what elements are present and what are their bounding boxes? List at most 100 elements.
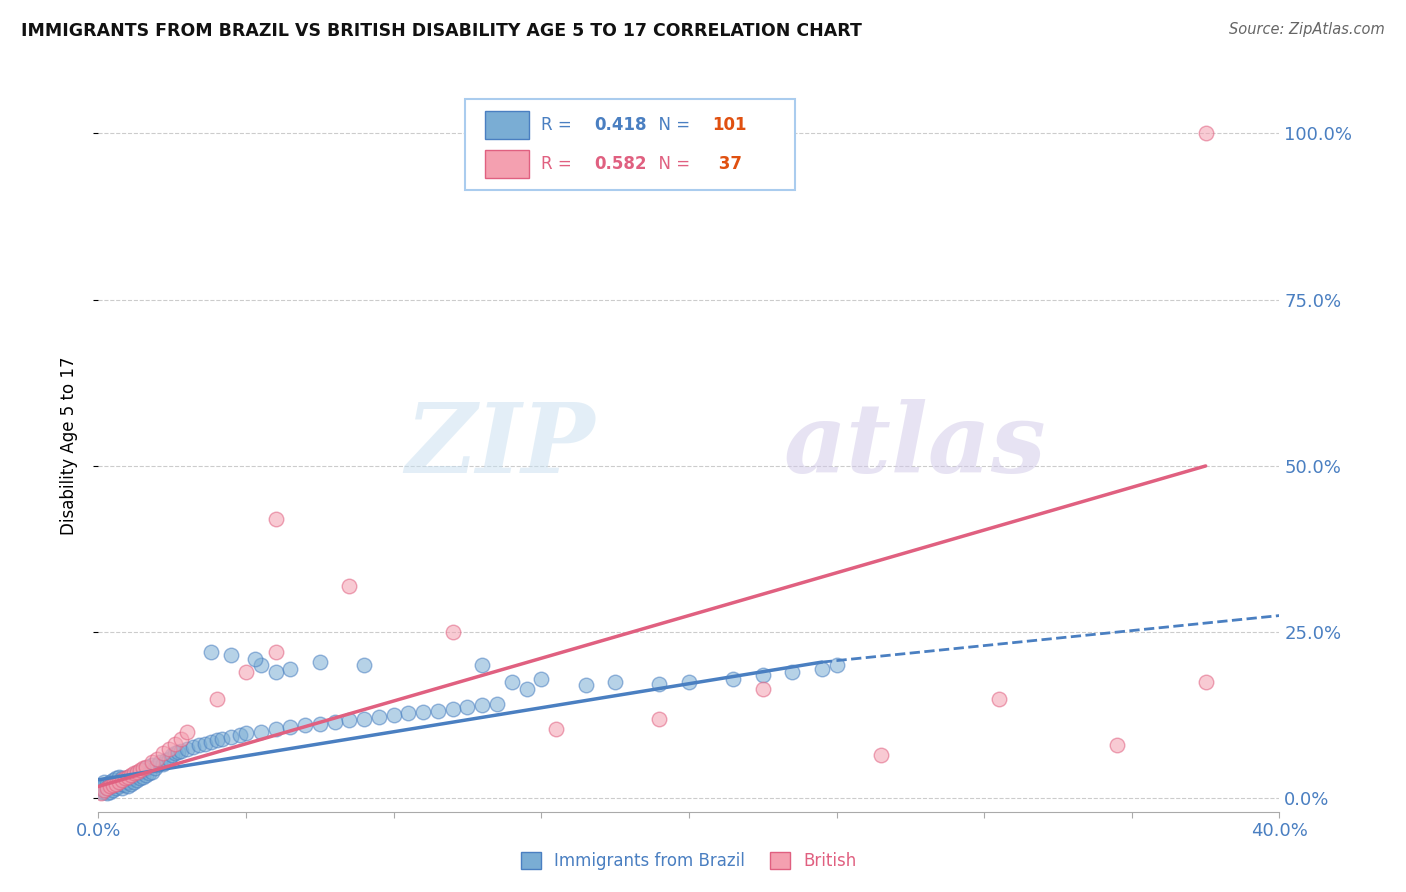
Point <box>98 774 121 789</box>
Point <box>146 758 169 772</box>
Point <box>122 766 145 780</box>
Point <box>264 665 287 679</box>
Point <box>176 725 198 739</box>
Point <box>235 665 257 679</box>
Point <box>138 766 160 780</box>
Point <box>103 778 125 792</box>
Point <box>105 777 128 791</box>
Point <box>457 699 479 714</box>
Point <box>111 772 134 786</box>
Point <box>988 691 1011 706</box>
Point <box>108 770 131 784</box>
Point <box>149 755 172 769</box>
Point <box>825 658 848 673</box>
Point <box>294 718 316 732</box>
Point <box>648 677 671 691</box>
Point <box>108 774 131 789</box>
Point <box>1195 675 1218 690</box>
Point <box>782 665 804 679</box>
Point <box>530 672 553 686</box>
Point <box>152 746 174 760</box>
Point <box>105 772 128 786</box>
Point <box>235 726 257 740</box>
Point <box>187 738 209 752</box>
Point <box>221 648 243 663</box>
Point <box>114 772 136 786</box>
Point <box>141 755 163 769</box>
Point <box>170 731 193 746</box>
Point <box>382 708 405 723</box>
Point <box>103 772 125 787</box>
Point <box>412 705 434 719</box>
Point <box>368 710 391 724</box>
Point <box>143 762 166 776</box>
Point <box>132 770 155 784</box>
Point <box>128 764 150 778</box>
Point <box>678 675 700 690</box>
Point <box>90 781 112 796</box>
Point <box>108 774 131 789</box>
Point <box>152 756 174 771</box>
Point <box>575 678 598 692</box>
Y-axis label: Disability Age 5 to 17: Disability Age 5 to 17 <box>59 357 77 535</box>
FancyBboxPatch shape <box>485 111 530 139</box>
Point <box>105 781 128 796</box>
Point <box>323 714 346 729</box>
Point <box>93 780 115 794</box>
FancyBboxPatch shape <box>464 99 796 190</box>
Point <box>221 731 243 745</box>
Point <box>120 772 142 786</box>
Point <box>441 701 464 715</box>
Text: 0.582: 0.582 <box>595 154 647 173</box>
Point <box>339 713 361 727</box>
Point <box>93 783 115 797</box>
Point <box>546 722 568 736</box>
Text: N =: N = <box>648 154 695 173</box>
Point <box>98 780 121 794</box>
Point <box>135 768 157 782</box>
Point <box>264 645 287 659</box>
Point <box>648 712 671 726</box>
Text: R =: R = <box>541 154 578 173</box>
Point <box>146 751 169 765</box>
Point <box>111 772 134 787</box>
Text: atlas: atlas <box>783 399 1046 493</box>
Point <box>90 786 112 800</box>
Point <box>309 655 332 669</box>
Point <box>108 780 131 794</box>
Point <box>117 774 139 789</box>
Point <box>155 753 177 767</box>
Point <box>211 731 233 746</box>
Point <box>250 725 273 739</box>
Point <box>170 743 193 757</box>
Point <box>103 778 125 792</box>
Text: 101: 101 <box>713 116 747 134</box>
Point <box>157 751 180 765</box>
Point <box>141 758 163 772</box>
Point <box>516 681 538 696</box>
Point <box>243 652 266 666</box>
Point <box>117 780 139 794</box>
Point <box>125 766 148 780</box>
Point <box>205 691 228 706</box>
Point <box>441 625 464 640</box>
Point <box>162 748 183 763</box>
Point <box>353 712 375 726</box>
Point <box>752 681 775 696</box>
Point <box>605 675 627 690</box>
Point <box>114 778 136 792</box>
Point <box>339 579 361 593</box>
Text: 37: 37 <box>713 154 741 173</box>
Point <box>90 785 112 799</box>
Point <box>93 774 115 789</box>
Point <box>128 772 150 786</box>
Point <box>105 777 128 791</box>
Text: IMMIGRANTS FROM BRAZIL VS BRITISH DISABILITY AGE 5 TO 17 CORRELATION CHART: IMMIGRANTS FROM BRAZIL VS BRITISH DISABI… <box>21 22 862 40</box>
Point <box>200 735 222 749</box>
Point <box>280 720 302 734</box>
Point <box>723 672 745 686</box>
Point <box>117 770 139 784</box>
Point <box>398 706 420 721</box>
Point <box>264 722 287 736</box>
Text: Source: ZipAtlas.com: Source: ZipAtlas.com <box>1229 22 1385 37</box>
